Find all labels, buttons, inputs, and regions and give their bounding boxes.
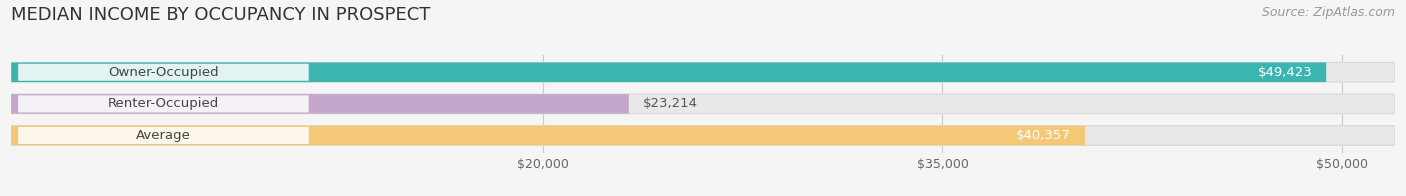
FancyBboxPatch shape [11, 94, 1395, 114]
Text: MEDIAN INCOME BY OCCUPANCY IN PROSPECT: MEDIAN INCOME BY OCCUPANCY IN PROSPECT [11, 6, 430, 24]
Text: $49,423: $49,423 [1257, 66, 1312, 79]
Text: Source: ZipAtlas.com: Source: ZipAtlas.com [1261, 6, 1395, 19]
FancyBboxPatch shape [18, 95, 309, 113]
FancyBboxPatch shape [18, 64, 309, 81]
Text: $40,357: $40,357 [1017, 129, 1071, 142]
Text: Renter-Occupied: Renter-Occupied [108, 97, 219, 110]
FancyBboxPatch shape [11, 94, 628, 114]
FancyBboxPatch shape [18, 127, 309, 144]
Text: Owner-Occupied: Owner-Occupied [108, 66, 219, 79]
FancyBboxPatch shape [11, 63, 1326, 82]
FancyBboxPatch shape [11, 63, 1395, 82]
FancyBboxPatch shape [11, 126, 1085, 145]
Text: Average: Average [136, 129, 191, 142]
Text: $23,214: $23,214 [643, 97, 697, 110]
FancyBboxPatch shape [11, 126, 1395, 145]
